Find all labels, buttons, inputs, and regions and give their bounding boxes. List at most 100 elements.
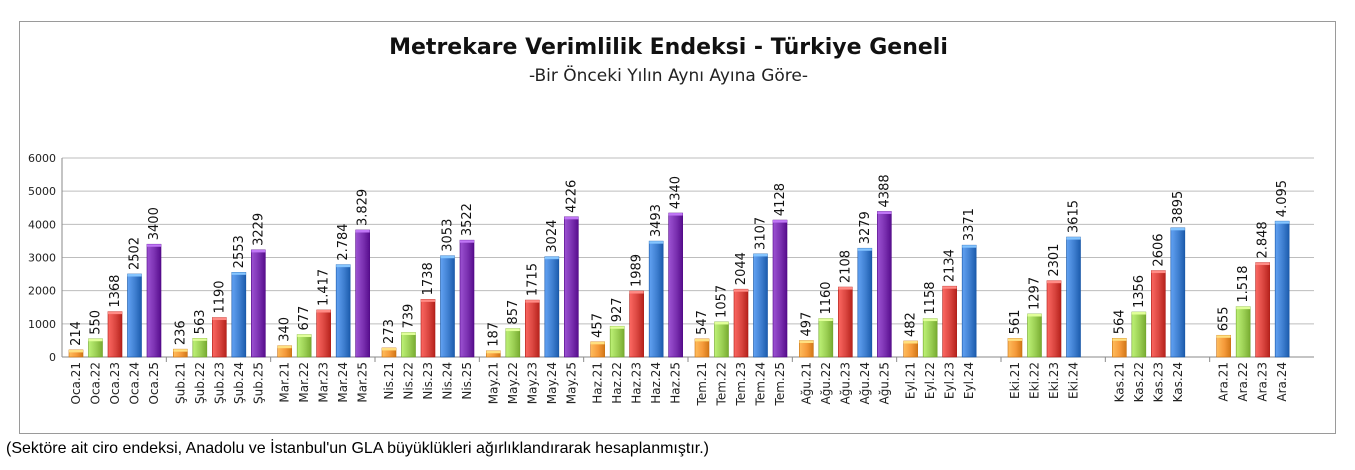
data-label: 3024: [545, 220, 560, 253]
bar-top: [1112, 338, 1127, 341]
x-tick-label: Tem.24: [754, 362, 768, 406]
chart-frame: Metrekare Verimlilik Endeksi - Türkiye G…: [19, 21, 1336, 434]
bar: [355, 229, 370, 358]
bar-top: [1047, 280, 1061, 284]
bar: [251, 249, 266, 358]
bar-top: [590, 341, 605, 345]
chart-title: Metrekare Verimlilik Endeksi - Türkiye G…: [389, 35, 948, 60]
bar-top: [799, 340, 814, 344]
data-label: 3522: [460, 203, 475, 236]
bar-top: [486, 350, 501, 354]
bar: [440, 255, 455, 358]
bar-top: [773, 220, 787, 223]
bar: [668, 212, 683, 358]
bar: [107, 311, 123, 358]
x-tick-label: Oca.25: [147, 362, 161, 404]
x-tick-label: Nis.22: [402, 362, 416, 400]
bar: [772, 219, 788, 358]
bar-top: [923, 318, 938, 322]
y-tick-label: 1000: [28, 318, 56, 331]
data-label: 547: [695, 310, 710, 335]
bar: [296, 334, 312, 358]
x-tick-label: Eki.24: [1067, 362, 1081, 399]
data-label: 187: [486, 322, 501, 347]
bar: [1066, 236, 1081, 358]
x-tick-label: Oca.22: [89, 362, 103, 404]
bar: [1046, 280, 1062, 358]
x-tick-label: Eyl.23: [943, 362, 957, 399]
bar-top: [108, 311, 122, 315]
bar-top: [1255, 262, 1270, 266]
x-tick-label: Nis.23: [421, 362, 435, 400]
bar: [753, 253, 768, 358]
x-tick-label: Haz.25: [669, 362, 683, 404]
x-tick-label: Haz.21: [591, 362, 605, 404]
data-label: 2044: [734, 252, 749, 285]
bar-top: [382, 347, 396, 351]
bar-top: [629, 291, 644, 294]
bar: [1112, 337, 1127, 358]
x-tick-label: Kas.24: [1171, 362, 1185, 402]
bar-top: [173, 349, 188, 352]
x-tick-label: Ağu.22: [819, 362, 833, 405]
x-tick-label: Nis.24: [441, 362, 455, 400]
x-tick-label: Tem.23: [734, 362, 748, 406]
bar-top: [1151, 270, 1166, 274]
x-tick-label: Mar.22: [297, 362, 311, 403]
x-tick-label: Ağu.25: [877, 362, 891, 405]
bar: [877, 211, 892, 358]
bar: [1170, 227, 1186, 358]
bar-top: [336, 264, 351, 268]
x-tick-label: Mar.25: [356, 362, 370, 403]
bar: [1274, 220, 1290, 358]
data-label: 3279: [858, 211, 873, 244]
footnote: (Sektöre ait ciro endeksi, Anadolu ve İs…: [6, 440, 709, 457]
x-tick-label: Oca.21: [69, 362, 83, 404]
bar: [961, 244, 977, 358]
data-label: 4226: [564, 180, 579, 213]
data-label: 2553: [232, 235, 247, 268]
bar-top: [88, 338, 103, 342]
x-tick-label: Mar.23: [317, 362, 331, 403]
data-label: 1368: [108, 275, 123, 308]
bar-top: [1008, 338, 1022, 341]
bar-top: [525, 300, 540, 303]
data-label: 2108: [838, 250, 853, 283]
x-tick-label: Ara.24: [1275, 362, 1289, 402]
bar: [505, 328, 521, 358]
bar-top: [69, 349, 83, 353]
data-label: 4388: [877, 174, 892, 207]
data-label: 2.848: [1256, 221, 1271, 258]
x-tick-label: Mar.24: [336, 362, 350, 403]
data-label: 2134: [943, 249, 958, 282]
bar-top: [942, 286, 957, 289]
x-tick-label: Ara.21: [1217, 362, 1231, 402]
x-tick-label: Nis.21: [382, 362, 396, 400]
data-label: 1.417: [317, 269, 332, 306]
data-label: 1989: [630, 254, 645, 287]
bar: [609, 325, 625, 358]
x-tick-label: May.24: [545, 362, 559, 404]
x-tick-label: Ara.23: [1256, 362, 1270, 402]
data-label: 457: [591, 313, 606, 338]
data-label: 1160: [819, 281, 834, 314]
bar-top: [1131, 312, 1146, 315]
bar-top: [1066, 237, 1081, 240]
data-label: 3400: [147, 207, 162, 240]
data-label: 4128: [773, 183, 788, 216]
data-label: 1297: [1028, 277, 1043, 310]
x-tick-label: Haz.24: [649, 362, 663, 404]
x-tick-label: Ara.22: [1236, 362, 1250, 402]
bar-top: [297, 334, 312, 338]
bar-top: [127, 274, 142, 277]
bar-top: [1275, 221, 1290, 224]
x-tick-label: Eki.22: [1028, 362, 1042, 399]
data-label: 677: [297, 306, 312, 331]
x-tick-label: May.25: [564, 362, 578, 404]
bar: [922, 318, 938, 358]
x-tick-label: Şub.22: [193, 362, 207, 404]
x-tick-label: May.22: [506, 362, 520, 404]
bar: [192, 338, 208, 358]
x-tick-label: Tem.25: [773, 362, 787, 406]
data-label: 739: [402, 304, 417, 329]
